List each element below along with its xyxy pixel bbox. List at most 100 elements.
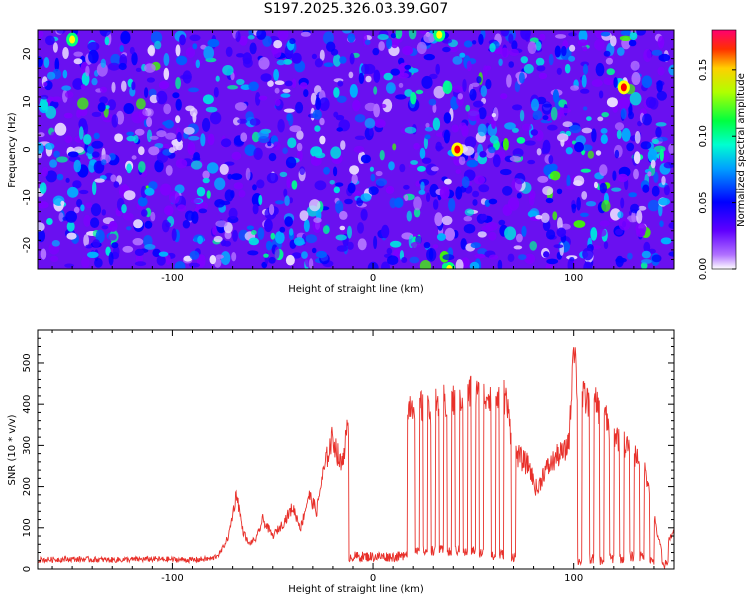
heatmap-blob [441,38,453,44]
heatmap-blob [591,128,597,143]
heatmap-blob [64,135,73,144]
heatmap-blob [479,151,487,158]
heatmap-blob [491,113,497,118]
snr-x-axis-label: Height of straight line (km) [288,584,424,595]
heatmap-blob [111,81,116,93]
heatmap-blob [322,225,330,235]
heatmap-blob [87,41,100,51]
heatmap-blob [458,156,466,165]
heatmap-blob [146,116,153,128]
heatmap-blob [473,175,486,185]
heatmap-blob [488,198,498,205]
heatmap-blob [651,49,663,56]
heatmap-blob [252,184,257,191]
heatmap-blob [235,30,241,43]
heatmap-blob [631,71,641,86]
heatmap-blob [50,255,59,263]
heatmap-blob [425,122,430,128]
heatmap-blob [443,112,452,124]
heatmap-y-tick-label: 0 [22,146,33,152]
heatmap-blob [535,215,543,220]
heatmap-blob [527,159,536,165]
heatmap-blob [156,90,168,105]
heatmap-blob [594,181,598,189]
heatmap-blob [617,47,625,56]
heatmap-blob [56,30,66,34]
heatmap-blob [131,155,137,160]
heatmap-blob [546,229,556,240]
heatmap-blob [65,177,70,183]
heatmap-blob [333,87,340,98]
heatmap-blob [184,210,195,221]
heatmap-blob [500,47,509,59]
heatmap-blob [553,244,564,249]
heatmap-blob [149,135,159,140]
heatmap-blob [207,133,215,146]
heatmap-blob [509,155,522,162]
heatmap-blob [258,95,268,101]
heatmap-blob [597,228,607,237]
heatmap-y-tick-label: -20 [22,237,33,253]
heatmap-blob [565,185,575,190]
heatmap-blob [473,100,484,108]
heatmap-blob [420,30,426,35]
heatmap-blob [349,84,358,98]
heatmap-blob [471,40,477,45]
heatmap-blob [629,92,642,106]
heatmap-blob [464,136,477,149]
heatmap-blob [299,166,306,176]
heatmap-blob [296,149,303,162]
heatmap-blob [119,45,124,52]
heatmap-blob [466,159,479,168]
heatmap-blob [311,53,317,60]
heatmap-blob [144,63,156,73]
heatmap-blob [511,178,522,192]
heatmap-blob [111,114,119,128]
heatmap-blob [283,108,295,113]
heatmap-blob [641,250,652,259]
heatmap-blob [148,181,158,191]
heatmap-blob [545,263,554,269]
heatmap-blob [258,136,270,143]
heatmap-blob [506,74,512,88]
heatmap-blob [87,145,94,154]
heatmap-blob [421,157,432,164]
heatmap-blob [231,252,237,262]
heatmap-blob [390,240,402,248]
colorbar: 0.00 0.05 0.10 0.15 Normalized spectral amp… [698,29,747,280]
heatmap-blob [76,199,83,208]
heatmap-blob [123,103,135,114]
heatmap-blob [392,143,397,151]
heatmap-blob [657,35,665,49]
heatmap-blob [175,158,188,169]
heatmap-blob [262,35,272,47]
heatmap-blob [478,33,484,45]
heatmap-blob [372,47,380,56]
heatmap-blob [369,166,374,172]
heatmap-blob [381,224,390,239]
heatmap-blob [500,30,510,37]
heatmap-blob [629,31,638,41]
heatmap-blob [163,67,170,80]
colorbar-tick-label: 0.05 [698,191,709,213]
heatmap-blob [373,69,381,83]
heatmap-blob [79,189,89,195]
heatmap-blob [635,222,647,235]
heatmap-blob [45,170,57,183]
heatmap-blob [557,133,569,142]
heatmap-blob [556,227,567,238]
heatmap-blob [90,203,102,217]
heatmap-blob [614,122,625,131]
heatmap-blob [108,62,120,71]
heatmap-blob [516,192,522,199]
heatmap-blob [660,237,672,245]
heatmap-blob [144,87,149,98]
heatmap-blob [215,75,220,82]
heatmap-blob [73,51,83,57]
heatmap-blob [423,242,431,249]
heatmap-blob [94,178,105,183]
heatmap-blob [420,181,425,192]
heatmap-blob [377,34,389,40]
heatmap-blob [394,197,404,208]
